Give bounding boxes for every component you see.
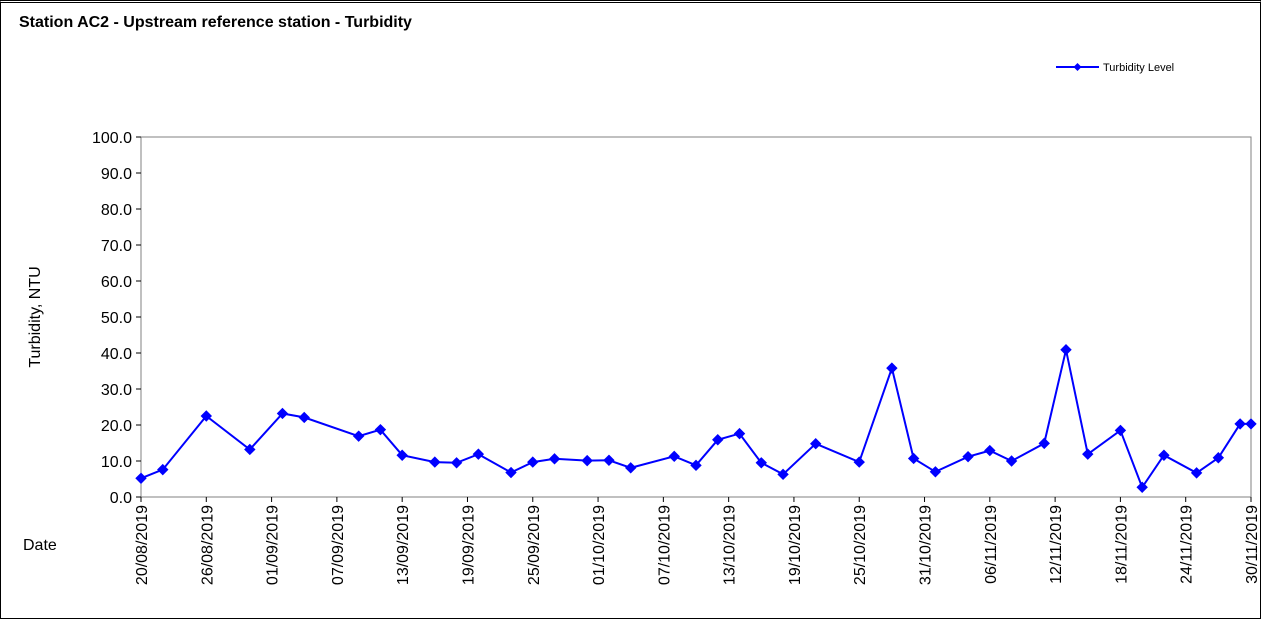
data-point xyxy=(505,466,517,479)
data-point xyxy=(352,430,365,442)
x-tick-label: 06/11/2019 xyxy=(983,505,1000,584)
y-tick-label: 100.0 xyxy=(92,130,132,147)
x-tick-label: 12/11/2019 xyxy=(1048,505,1065,584)
data-point xyxy=(907,452,920,465)
data-point xyxy=(374,423,387,436)
y-tick-label: 20.0 xyxy=(101,418,132,435)
x-tick-label: 24/11/2019 xyxy=(1179,505,1196,584)
x-tick-label: 25/10/2019 xyxy=(852,505,869,585)
legend-label: Turbidity Level xyxy=(1103,62,1174,74)
x-tick-label: 07/09/2019 xyxy=(330,505,347,585)
legend-marker xyxy=(1073,63,1082,71)
x-axis-label: Date xyxy=(23,537,57,554)
data-point xyxy=(962,450,974,463)
data-point xyxy=(929,466,942,478)
data-point xyxy=(527,456,539,468)
data-point xyxy=(1136,481,1148,493)
data-point xyxy=(1114,424,1127,437)
data-point xyxy=(853,456,865,468)
y-tick-label: 10.0 xyxy=(101,454,132,471)
data-point xyxy=(200,410,213,422)
y-tick-label: 90.0 xyxy=(101,166,132,183)
data-point xyxy=(1005,455,1018,467)
data-point xyxy=(1060,344,1072,356)
data-point xyxy=(886,362,898,374)
x-tick-label: 13/10/2019 xyxy=(722,505,739,585)
x-tick-label: 30/11/2019 xyxy=(1244,505,1261,584)
data-point xyxy=(581,454,593,467)
data-point xyxy=(777,468,789,481)
data-point xyxy=(450,457,463,469)
x-tick-label: 20/08/2019 xyxy=(134,505,151,585)
data-point xyxy=(244,443,256,456)
chart-title: Station AC2 - Upstream reference station… xyxy=(19,14,412,31)
data-point xyxy=(472,448,485,460)
data-point xyxy=(548,453,561,465)
data-point xyxy=(712,434,724,446)
x-tick-label: 18/11/2019 xyxy=(1113,505,1130,584)
y-tick-label: 80.0 xyxy=(101,202,132,219)
y-tick-label: 50.0 xyxy=(101,310,132,327)
x-tick-label: 01/10/2019 xyxy=(591,505,608,585)
y-axis-label: Turbidity, NTU xyxy=(27,266,44,367)
data-point xyxy=(1234,418,1246,430)
y-tick-label: 70.0 xyxy=(101,238,132,255)
y-tick-label: 0.0 xyxy=(110,490,132,507)
x-tick-label: 26/08/2019 xyxy=(199,505,216,585)
data-point xyxy=(603,454,615,466)
data-point xyxy=(1245,418,1257,430)
data-point xyxy=(755,457,768,469)
x-tick-label: 01/09/2019 xyxy=(265,505,282,585)
data-point xyxy=(624,462,637,474)
data-point xyxy=(1212,452,1225,464)
data-point xyxy=(135,472,147,484)
data-point xyxy=(429,456,441,468)
y-tick-label: 40.0 xyxy=(101,346,132,363)
x-tick-label: 31/10/2019 xyxy=(918,505,935,585)
data-point xyxy=(276,407,289,420)
data-point xyxy=(1190,467,1203,479)
x-tick-label: 13/09/2019 xyxy=(395,505,412,585)
data-point xyxy=(1158,449,1170,461)
x-tick-label: 25/09/2019 xyxy=(526,505,543,585)
data-point xyxy=(1038,437,1050,450)
x-tick-label: 19/09/2019 xyxy=(460,505,477,585)
data-point xyxy=(157,463,169,476)
x-tick-label: 19/10/2019 xyxy=(787,505,804,585)
data-point xyxy=(733,427,746,440)
y-tick-label: 60.0 xyxy=(101,274,132,291)
data-point xyxy=(298,411,310,424)
y-tick-label: 30.0 xyxy=(101,382,132,399)
data-point xyxy=(809,438,822,450)
data-point xyxy=(690,459,702,472)
data-point xyxy=(668,450,680,463)
data-point xyxy=(984,444,996,457)
data-point xyxy=(1082,448,1094,460)
data-point xyxy=(396,449,408,461)
x-tick-label: 07/10/2019 xyxy=(656,505,673,585)
